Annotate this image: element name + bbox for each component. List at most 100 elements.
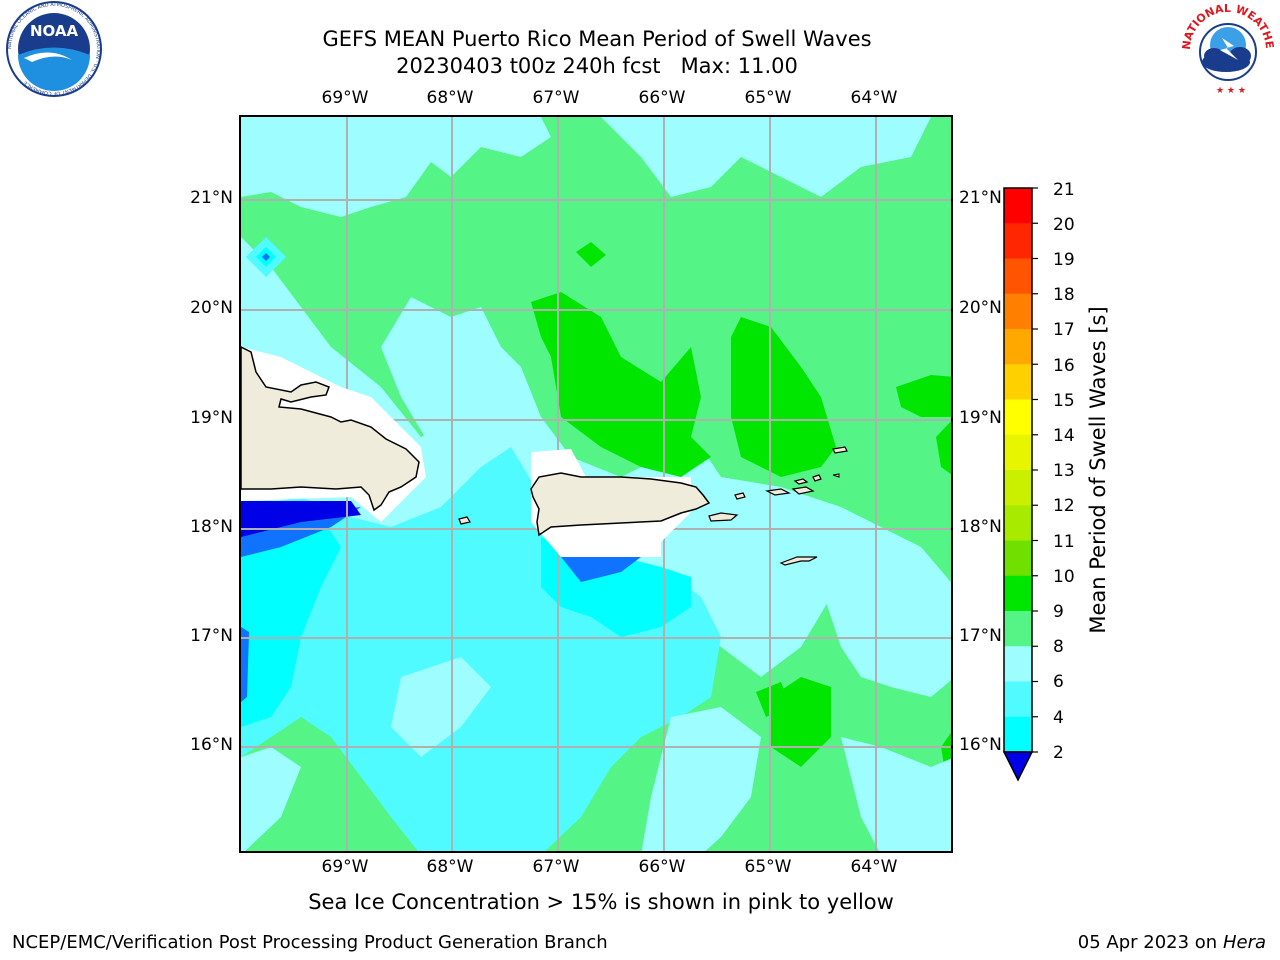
contour-8-9-south-b [241, 747, 301, 851]
island-virgin-gorda [812, 474, 822, 482]
colorbar-tick-label: 10 [1053, 567, 1075, 587]
island-anegada [832, 446, 848, 454]
colorbar-segment [1004, 434, 1032, 471]
footer-credit: NCEP/EMC/Verification Post Processing Pr… [12, 932, 608, 953]
lat-tick-left: 19°N [190, 408, 233, 428]
contour-4-6 [241, 517, 341, 727]
colorbar-segment [1004, 681, 1032, 718]
island-st-thomas [765, 488, 791, 496]
footer-date-text: 05 Apr 2023 on [1077, 932, 1223, 953]
map-contours [241, 117, 951, 851]
colorbar-tickmarks [1032, 187, 1038, 753]
colorbar-segments [1004, 188, 1032, 753]
map-title: GEFS MEAN Puerto Rico Mean Period of Swe… [322, 27, 872, 51]
contour-10-11-north-central [531, 292, 711, 477]
colorbar-tick-label: 12 [1053, 496, 1075, 516]
colorbar-tick-label: 9 [1053, 602, 1064, 622]
colorbar-tick-label: 20 [1053, 215, 1075, 235]
sea-ice-caption: Sea Ice Concentration > 15% is shown in … [308, 890, 894, 914]
lon-tick-bottom: 69°W [321, 857, 369, 877]
colorbar-segment [1004, 505, 1032, 541]
colorbar-tick-label: 21 [1053, 180, 1075, 200]
lon-tick-bottom: 66°W [638, 857, 686, 877]
colorbar-segment [1004, 293, 1032, 330]
colorbar-segment [1004, 223, 1032, 259]
contour-8-9-north [241, 117, 551, 217]
lat-tick-left: 20°N [190, 298, 233, 318]
hispaniola-land [241, 346, 420, 512]
contour-10-11-south-east-b [756, 682, 791, 717]
contour-2-4-edge [241, 627, 249, 702]
colorbar-segment [1004, 470, 1032, 506]
island-tortola [793, 478, 809, 485]
lon-tick-bottom: 68°W [426, 857, 474, 877]
colorbar-segment [1004, 646, 1032, 682]
colorbar-label: Mean Period of Swell Waves [s] [1086, 306, 1110, 634]
colorbar-segment [1004, 399, 1032, 436]
colorbar-segment [1004, 364, 1032, 400]
contour-8-9-south-d [841, 737, 951, 851]
lon-tick-bottom: 67°W [532, 857, 580, 877]
colorbar-tick-label: 4 [1053, 708, 1064, 728]
lat-tick-left: 17°N [190, 626, 233, 646]
lon-tick-bottom: 65°W [744, 857, 792, 877]
colorbar [1002, 187, 1038, 782]
contour-8-9-south-c [641, 707, 761, 851]
colorbar-segment [1004, 611, 1032, 647]
lat-tick-left: 18°N [190, 517, 233, 537]
lon-tick-top: 66°W [638, 88, 686, 108]
colorbar-tick-label: 17 [1053, 320, 1075, 340]
colorbar-tick-label: 11 [1053, 532, 1075, 552]
colorbar-tick-label: 19 [1053, 250, 1075, 270]
colorbar-extend-arrow [1002, 751, 1034, 782]
colorbar-tick-label: 2 [1053, 743, 1064, 763]
lon-tick-top: 68°W [426, 88, 474, 108]
lat-tick-right: 18°N [959, 517, 1002, 537]
island-st-croix [779, 556, 818, 566]
island-anegada-b [832, 473, 840, 478]
colorbar-tick-label: 13 [1053, 461, 1075, 481]
colorbar-tick-label: 16 [1053, 356, 1075, 376]
noaa-logo-text: NOAA [30, 22, 79, 40]
lon-tick-top: 67°W [532, 88, 580, 108]
footer-host: Hera [1222, 932, 1266, 953]
colorbar-tick-label: 18 [1053, 285, 1075, 305]
contour-dot-center [262, 253, 270, 261]
footer-date: 05 Apr 2023 on Hera [1078, 932, 1266, 953]
contour-8-9-south [391, 657, 491, 757]
lat-tick-left: 21°N [190, 188, 233, 208]
colorbar-tick-label: 6 [1053, 672, 1064, 692]
island-culebra [734, 492, 746, 500]
lon-tick-top: 64°W [850, 88, 898, 108]
colorbar-tick-label: 15 [1053, 391, 1075, 411]
colorbar-segment [1004, 575, 1032, 612]
contour-10-11-small-north [576, 242, 606, 267]
lat-tick-right: 21°N [959, 188, 1002, 208]
contour-2-4-south-pr [561, 557, 641, 582]
colorbar-segment [1004, 188, 1032, 224]
puerto-rico-land [530, 472, 711, 537]
colorbar-tick-label: 8 [1053, 637, 1064, 657]
lon-tick-top: 65°W [744, 88, 792, 108]
island-vieques [708, 512, 739, 522]
lat-tick-right: 20°N [959, 298, 1002, 318]
colorbar-segment [1004, 258, 1032, 295]
colorbar-segment [1004, 716, 1032, 753]
noaa-logo: NOAA NATIONAL OCEANIC AND ATMOSPHERIC AD… [6, 1, 102, 97]
colorbar-segment [1004, 540, 1032, 577]
map-subtitle: 20230403 t00z 240h fcst Max: 11.00 [396, 54, 798, 78]
island-st-john [791, 486, 815, 495]
lat-tick-right: 16°N [959, 735, 1002, 755]
map-panel [239, 115, 953, 853]
lon-tick-top: 69°W [321, 88, 369, 108]
contour-10-11-far-east [896, 375, 951, 417]
lat-tick-left: 16°N [190, 735, 233, 755]
lat-tick-right: 19°N [959, 408, 1002, 428]
contour-10-11-north-east [731, 317, 836, 477]
svg-text:★ ★ ★: ★ ★ ★ [1216, 86, 1246, 96]
colorbar-tick-label: 14 [1053, 426, 1075, 446]
nws-logo: NATIONAL WEATHER SERVICE ★ ★ ★ [1176, 0, 1276, 96]
lat-tick-right: 17°N [959, 626, 1002, 646]
contour-6-8 [241, 447, 721, 851]
lon-tick-bottom: 64°W [850, 857, 898, 877]
